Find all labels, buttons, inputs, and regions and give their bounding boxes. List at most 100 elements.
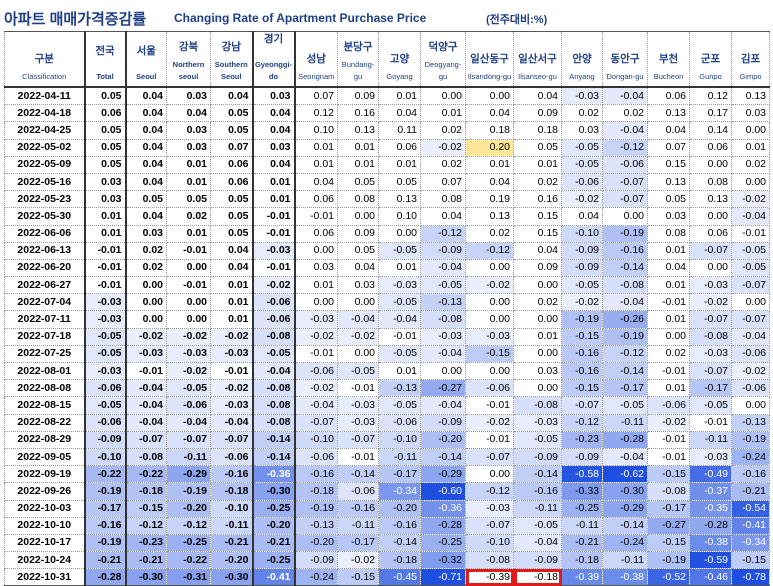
value-cell: 0.03 <box>731 104 770 123</box>
value-cell: -0.24 <box>731 447 770 467</box>
value-cell: -0.06 <box>252 293 296 312</box>
value-cell: 0.04 <box>465 172 514 192</box>
value-cell: -0.06 <box>84 379 127 398</box>
value-cell: -0.45 <box>378 568 421 586</box>
value-cell: -0.03 <box>210 396 254 415</box>
value-cell: -0.12 <box>125 516 167 535</box>
value-cell: 0.13 <box>731 86 770 106</box>
value-cell: -0.78 <box>731 568 770 586</box>
value-cell: 0.04 <box>252 121 296 140</box>
value-cell: -0.14 <box>252 447 296 467</box>
value-cell: 0.06 <box>294 224 338 243</box>
column-header-english: Gyeonggi-do <box>254 60 293 81</box>
value-cell: -0.11 <box>210 516 254 535</box>
value-cell: 0.01 <box>84 224 127 243</box>
value-cell: 0.01 <box>647 241 690 260</box>
value-cell: -0.05 <box>561 138 603 157</box>
row-date: 2022-09-26 <box>4 482 86 501</box>
value-cell: -0.02 <box>166 327 211 346</box>
value-cell: -0.01 <box>465 430 514 449</box>
value-cell: 0.05 <box>337 241 379 260</box>
value-cell: -0.25 <box>166 533 211 553</box>
value-cell: 0.04 <box>210 241 254 260</box>
value-cell: -0.02 <box>210 379 254 398</box>
value-cell: -0.16 <box>84 516 127 535</box>
value-cell: -0.30 <box>602 482 648 501</box>
value-cell: -0.01 <box>166 276 211 295</box>
value-cell: 0.00 <box>731 293 770 312</box>
value-cell: -0.17 <box>647 499 690 518</box>
value-cell: 0.00 <box>689 155 732 174</box>
row-date: 2022-09-19 <box>4 465 86 484</box>
column-header-korean: 강남 <box>221 41 241 53</box>
value-cell: -0.19 <box>602 224 648 243</box>
value-cell: -0.01 <box>84 276 127 295</box>
value-cell: -0.02 <box>166 361 211 381</box>
value-cell: -0.07 <box>125 430 167 449</box>
value-cell: -0.12 <box>602 344 648 364</box>
table-row: 2022-06-06 0.01 0.03 0.01 0.05 -0.01 0.06 0.09 0… <box>4 224 770 243</box>
column-header-english: Classification <box>22 72 67 81</box>
value-cell: -0.31 <box>166 568 211 586</box>
value-cell: -0.14 <box>337 465 379 484</box>
value-cell: -0.05 <box>84 396 127 415</box>
column-header: 성남 Seongnam <box>294 31 338 88</box>
value-cell: -0.09 <box>513 551 562 570</box>
value-cell: -0.16 <box>561 361 603 381</box>
value-cell: 0.04 <box>337 258 379 278</box>
value-cell: -0.08 <box>125 447 167 467</box>
value-cell: -0.16 <box>210 465 254 484</box>
value-cell: 0.06 <box>689 138 732 157</box>
value-cell: 0.19 <box>465 190 514 209</box>
value-cell: 0.01 <box>647 276 690 295</box>
value-cell: -0.20 <box>420 430 466 449</box>
value-cell: -0.60 <box>420 482 466 501</box>
value-cell: 0.04 <box>125 104 167 123</box>
value-cell: 0.00 <box>420 86 466 106</box>
value-cell: -0.09 <box>561 447 603 467</box>
value-cell: -0.30 <box>125 568 167 586</box>
value-cell: -0.08 <box>602 276 648 295</box>
title-bar: 아파트 매매가격증감률 Changing Rate of Apartment P… <box>4 4 769 30</box>
value-cell: -0.10 <box>465 533 514 553</box>
value-cell: 0.03 <box>561 121 603 140</box>
value-cell: 0.01 <box>378 361 421 381</box>
value-cell: 0.03 <box>252 138 296 157</box>
column-header-korean: 일산동구 <box>470 53 509 65</box>
column-header-korean: 분당구 <box>343 41 373 53</box>
value-cell: -0.10 <box>378 430 421 449</box>
value-cell: -0.01 <box>252 258 296 278</box>
row-date: 2022-04-25 <box>4 121 86 140</box>
value-cell: -0.14 <box>513 465 562 484</box>
value-cell: 0.00 <box>513 310 562 329</box>
column-header: 덕양구 Deogyang-gu <box>420 31 466 88</box>
row-date: 2022-10-31 <box>4 568 86 586</box>
value-cell: 0.01 <box>337 155 379 174</box>
value-cell: 0.02 <box>513 172 562 192</box>
value-cell: 0.00 <box>337 293 379 312</box>
value-cell: 0.01 <box>294 155 338 174</box>
value-cell: 0.01 <box>731 138 770 157</box>
column-header-english: Northern seoul <box>172 60 205 81</box>
value-cell: 0.10 <box>378 207 421 226</box>
column-header-korean: 고양 <box>389 53 410 65</box>
value-cell: -0.03 <box>378 276 421 295</box>
table-row: 2022-10-31 -0.28 -0.30 -0.31 -0.30 -0.41 -0.24… <box>4 568 770 586</box>
value-cell: -0.02 <box>125 327 167 346</box>
value-cell: 0.04 <box>465 104 514 123</box>
value-cell: 0.04 <box>513 241 562 260</box>
table-row: 2022-10-03 -0.17 -0.15 -0.20 -0.10 -0.25 -0.19… <box>4 499 770 518</box>
value-cell: -0.13 <box>731 413 770 432</box>
value-cell: 0.04 <box>125 172 167 192</box>
value-cell: 0.05 <box>166 190 211 209</box>
value-cell: -0.05 <box>513 430 562 449</box>
value-cell: -0.25 <box>252 551 296 570</box>
value-cell: 0.13 <box>378 190 421 209</box>
column-header-english: Total <box>96 72 114 81</box>
value-cell: -0.01 <box>647 361 690 381</box>
value-cell: -0.36 <box>420 499 466 518</box>
value-cell: -0.18 <box>378 551 421 570</box>
value-cell: -0.11 <box>689 430 732 449</box>
value-cell: 0.12 <box>294 104 338 123</box>
value-cell: -0.29 <box>166 465 211 484</box>
